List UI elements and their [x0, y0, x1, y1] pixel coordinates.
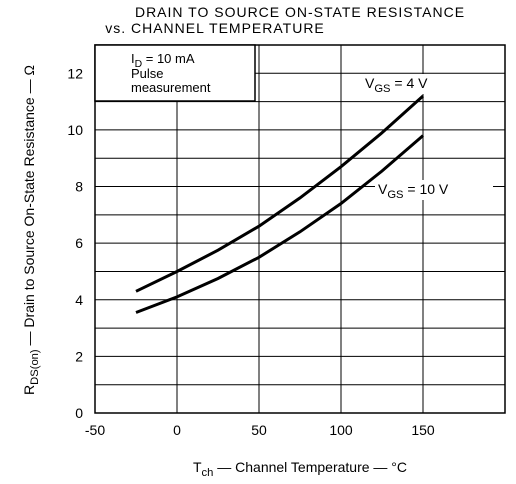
y-tick-label: 6: [75, 235, 83, 251]
series-label-bg: [375, 180, 493, 200]
x-tick-label: 150: [411, 422, 435, 438]
annotation-main: I: [131, 51, 135, 66]
x-tick-label: 0: [173, 422, 181, 438]
chart-title: DRAIN TO SOURCE ON-STATE RESISTANCE: [135, 4, 465, 20]
y-axis-label-rest: — Drain to Source On-State Resistance — …: [21, 65, 37, 349]
y-tick-label: 0: [75, 405, 83, 421]
series-label: VGS = 4 V: [365, 75, 428, 95]
series-label-sub: GS: [374, 83, 390, 95]
series-label-main: V: [378, 181, 388, 197]
annotation-line: measurement: [131, 80, 211, 95]
annotation-box: [94, 44, 256, 102]
annotation: ID = 10 mA: [131, 51, 195, 70]
data-line: [135, 134, 424, 314]
y-tick-label: 10: [67, 122, 83, 138]
x-axis-label: Tch — Channel Temperature — °C: [193, 459, 407, 479]
y-axis-label-main: R: [21, 385, 37, 395]
series-label-bg: [362, 74, 454, 94]
x-tick-label: -50: [85, 422, 105, 438]
annotation-sub: D: [135, 59, 143, 70]
chart-subtitle: vs. CHANNEL TEMPERATURE: [105, 20, 325, 36]
data-line: [135, 94, 425, 293]
annotation-rest: = 10 mA: [142, 51, 195, 66]
y-tick-label: 12: [67, 65, 83, 81]
series-label: VGS = 10 V: [378, 181, 449, 201]
x-axis-label-sub: ch: [202, 467, 214, 479]
annotation-line: Pulse: [131, 66, 164, 81]
series-label-main: V: [365, 75, 375, 91]
y-axis-label-sub: DS(on): [29, 349, 41, 385]
y-tick-label: 4: [75, 292, 83, 308]
x-axis-label-rest: — Channel Temperature — °C: [213, 459, 407, 475]
x-axis-label-main: T: [193, 459, 202, 475]
x-tick-label: 50: [251, 422, 267, 438]
series-label-sub: GS: [387, 189, 403, 201]
y-axis-label: RDS(on) — Drain to Source On-State Resis…: [21, 65, 41, 395]
y-tick-label: 2: [75, 348, 83, 364]
x-tick-label: 100: [329, 422, 353, 438]
y-tick-label: 8: [75, 179, 83, 195]
series-label-rest: = 4 V: [391, 75, 429, 91]
series-label-rest: = 10 V: [404, 181, 449, 197]
